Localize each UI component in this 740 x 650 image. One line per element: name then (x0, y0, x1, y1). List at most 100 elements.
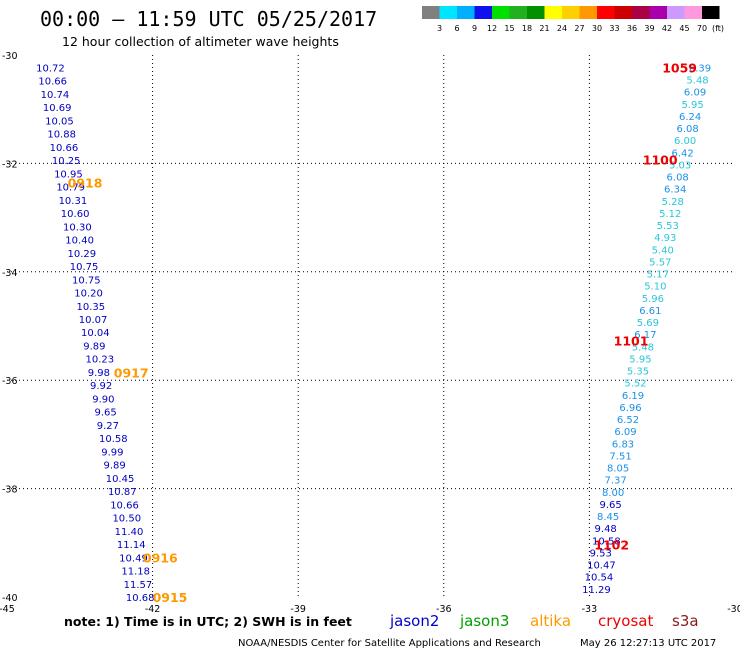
colorbar-label: 9 (472, 24, 477, 33)
footer-credit: NOAA/NESDIS Center for Satellite Applica… (238, 638, 541, 649)
colorbar-label: 15 (504, 24, 514, 33)
wave-height-label: 10.20 (74, 289, 103, 300)
wave-height-label: 8.00 (602, 488, 624, 499)
pass-time-label: 0917 (114, 366, 149, 381)
wave-height-label: 10.05 (45, 116, 74, 127)
satellite-legend-s3a: s3a (672, 612, 699, 630)
wave-height-label: 9.89 (103, 461, 125, 472)
y-tick-label: -30 (2, 51, 18, 62)
colorbar-swatch (457, 6, 475, 19)
wave-height-label: 10.68 (126, 593, 155, 604)
wave-height-label: 6.19 (622, 391, 644, 402)
wave-height-label: 10.95 (54, 169, 83, 180)
pass-time-labels: 1059 1100 1101 0918 0917 1102 0916 0915 (68, 60, 697, 605)
wave-height-label: 9.53 (590, 548, 612, 559)
wave-height-label: 11.18 (121, 567, 150, 578)
wave-height-label: 5.35 (627, 367, 649, 378)
colorbar-label: 27 (574, 24, 584, 33)
pass-time-label: 1100 (643, 153, 678, 168)
wave-height-label: 5.95 (629, 354, 651, 365)
note-text: note: 1) Time is in UTC; 2) SWH is in fe… (64, 614, 352, 629)
colorbar-swatch (667, 6, 685, 19)
wave-height-label: 6.24 (679, 112, 701, 123)
wave-height-label: 6.39 (689, 63, 711, 74)
wave-height-label: 6.08 (667, 173, 689, 184)
axes: -45 -42 -39 -36 -33 -30 -30 -32 -34 -36 -38 -40 (0, 51, 740, 615)
wave-height-label: 5.96 (642, 294, 664, 305)
x-tick-label: -33 (582, 604, 598, 615)
y-tick-label: -32 (2, 159, 18, 170)
wave-height-label: 6.83 (612, 439, 634, 450)
wave-height-label: 10.25 (52, 156, 81, 167)
colorbar-label: 45 (679, 24, 689, 33)
colorbar-swatch (527, 6, 545, 19)
y-tick-label: -40 (2, 593, 18, 604)
wave-height-label: 7.37 (604, 476, 626, 487)
colorbar-label: 18 (522, 24, 532, 33)
wave-height-label: 5.28 (662, 197, 684, 208)
wave-height-label: 6.17 (634, 330, 656, 341)
colorbar-unit: (ft) (712, 24, 724, 33)
wave-height-label: 8.45 (597, 512, 619, 523)
wave-height-label: 9.99 (101, 447, 123, 458)
wave-height-label: 10.72 (36, 63, 65, 74)
colorbar-swatch (649, 6, 667, 19)
grid-lines (7, 55, 735, 597)
satellite-legend-jason2: jason2 (389, 612, 439, 630)
wave-height-label: 5.95 (681, 100, 703, 111)
colorbar-label: 24 (557, 24, 567, 33)
wave-height-label: 10.45 (106, 474, 135, 485)
colorbar-swatch (597, 6, 615, 19)
colorbar-swatch (684, 6, 702, 19)
wave-height-label: 9.89 (83, 341, 105, 352)
wave-height-label: 5.10 (644, 282, 666, 293)
wave-height-label: 9.90 (92, 394, 114, 405)
colorbar-swatch (632, 6, 650, 19)
wave-height-label: 9.27 (97, 421, 119, 432)
wave-height-label: 10.29 (68, 249, 97, 260)
y-tick-label: -36 (2, 376, 18, 387)
wave-height-label: 11.29 (582, 585, 611, 596)
wave-height-label: 10.88 (47, 130, 76, 141)
x-tick-label: -45 (0, 604, 15, 615)
wave-height-label: 5.17 (647, 270, 669, 281)
colorbar-label: 12 (487, 24, 497, 33)
satellite-legend-cryosat: cryosat (598, 612, 653, 630)
wave-height-label: 10.07 (79, 315, 108, 326)
wave-height-label: 11.40 (115, 527, 144, 538)
x-tick-label: -39 (290, 604, 306, 615)
x-tick-label: -42 (145, 604, 161, 615)
wave-height-label: 5.48 (632, 342, 654, 353)
wave-height-label: 10.23 (86, 355, 115, 366)
colorbar-label: 3 (437, 24, 442, 33)
wave-height-label: 10.40 (65, 236, 94, 247)
colorbar-swatch (579, 6, 597, 19)
colorbar-label: 70 (697, 24, 707, 33)
wave-height-label: 10.35 (77, 302, 106, 313)
colorbar-swatch (562, 6, 580, 19)
colorbar-label: 30 (592, 24, 602, 33)
pass-time-label: 0918 (68, 175, 103, 190)
wave-height-label: 6.52 (617, 415, 639, 426)
wave-height-label: 10.75 (70, 262, 99, 273)
wave-height-label: 10.79 (56, 183, 85, 194)
wave-height-label: 5.03 (669, 160, 691, 171)
wave-height-label: 5.52 (624, 379, 646, 390)
colorbar-swatch (474, 6, 492, 19)
wave-height-label: 10.74 (41, 90, 70, 101)
colorbar-swatch (439, 6, 457, 19)
wave-height-label: 11.14 (117, 540, 146, 551)
pass-time-label: 1101 (614, 334, 649, 349)
wave-height-label: 10.47 (587, 561, 616, 572)
wave-height-label: 10.66 (38, 77, 67, 88)
colorbar-label: 6 (454, 24, 459, 33)
wave-height-label: 6.42 (672, 148, 694, 159)
wave-height-label: 7.51 (609, 451, 631, 462)
chart-subtitle: 12 hour collection of altimeter wave hei… (62, 34, 339, 49)
wave-height-label: 10.31 (59, 196, 88, 207)
x-tick-label: -30 (727, 604, 740, 615)
wave-height-label: 5.53 (657, 221, 679, 232)
wave-height-label: 10.58 (99, 434, 128, 445)
colorbar-swatch (422, 6, 440, 19)
